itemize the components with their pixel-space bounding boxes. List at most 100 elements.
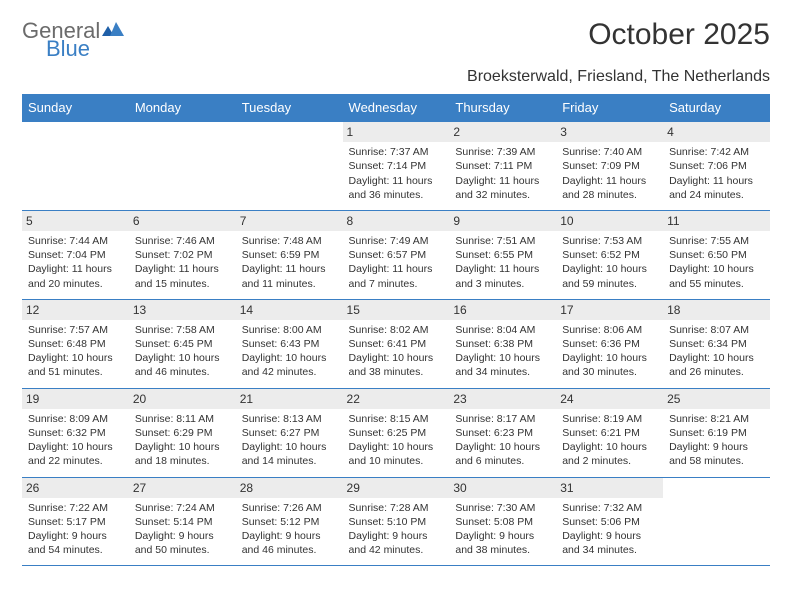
day-cell: 20Sunrise: 8:11 AMSunset: 6:29 PMDayligh… — [129, 388, 236, 477]
sunrise-text: Sunrise: 7:46 AM — [135, 234, 230, 248]
daylight-text: Daylight: 10 hours and 46 minutes. — [135, 351, 230, 379]
day-number: 11 — [663, 211, 770, 231]
sunrise-text: Sunrise: 7:49 AM — [349, 234, 444, 248]
sunset-text: Sunset: 6:19 PM — [669, 426, 764, 440]
sunset-text: Sunset: 6:29 PM — [135, 426, 230, 440]
sunrise-text: Sunrise: 8:17 AM — [455, 412, 550, 426]
weekday-header: Monday — [129, 94, 236, 122]
day-number: 23 — [449, 389, 556, 409]
sunset-text: Sunset: 7:06 PM — [669, 159, 764, 173]
daylight-text: Daylight: 9 hours and 42 minutes. — [349, 529, 444, 557]
sunrise-text: Sunrise: 7:58 AM — [135, 323, 230, 337]
day-cell: 17Sunrise: 8:06 AMSunset: 6:36 PMDayligh… — [556, 299, 663, 388]
sunset-text: Sunset: 5:06 PM — [562, 515, 657, 529]
sunrise-text: Sunrise: 8:11 AM — [135, 412, 230, 426]
sunrise-text: Sunrise: 7:28 AM — [349, 501, 444, 515]
bottom-rule — [22, 565, 770, 566]
sunrise-text: Sunrise: 7:30 AM — [455, 501, 550, 515]
day-cell: 25Sunrise: 8:21 AMSunset: 6:19 PMDayligh… — [663, 388, 770, 477]
day-number: 13 — [129, 300, 236, 320]
day-cell — [236, 122, 343, 211]
sunrise-text: Sunrise: 7:26 AM — [242, 501, 337, 515]
day-cell: 3Sunrise: 7:40 AMSunset: 7:09 PMDaylight… — [556, 122, 663, 211]
sunset-text: Sunset: 6:41 PM — [349, 337, 444, 351]
day-cell: 6Sunrise: 7:46 AMSunset: 7:02 PMDaylight… — [129, 210, 236, 299]
sunset-text: Sunset: 5:14 PM — [135, 515, 230, 529]
weekday-header: Tuesday — [236, 94, 343, 122]
day-number: 25 — [663, 389, 770, 409]
sunset-text: Sunset: 6:25 PM — [349, 426, 444, 440]
daylight-text: Daylight: 10 hours and 26 minutes. — [669, 351, 764, 379]
week-row: 12Sunrise: 7:57 AMSunset: 6:48 PMDayligh… — [22, 299, 770, 388]
sunrise-text: Sunrise: 7:40 AM — [562, 145, 657, 159]
sunset-text: Sunset: 6:55 PM — [455, 248, 550, 262]
sunrise-text: Sunrise: 7:44 AM — [28, 234, 123, 248]
daylight-text: Daylight: 10 hours and 2 minutes. — [562, 440, 657, 468]
daylight-text: Daylight: 11 hours and 32 minutes. — [455, 174, 550, 202]
sunset-text: Sunset: 6:21 PM — [562, 426, 657, 440]
day-cell: 14Sunrise: 8:00 AMSunset: 6:43 PMDayligh… — [236, 299, 343, 388]
sunrise-text: Sunrise: 7:42 AM — [669, 145, 764, 159]
daylight-text: Daylight: 11 hours and 15 minutes. — [135, 262, 230, 290]
day-cell — [129, 122, 236, 211]
logo-text-blue: Blue — [46, 36, 90, 62]
sunset-text: Sunset: 7:11 PM — [455, 159, 550, 173]
week-row: 19Sunrise: 8:09 AMSunset: 6:32 PMDayligh… — [22, 388, 770, 477]
sunset-text: Sunset: 6:45 PM — [135, 337, 230, 351]
day-number: 19 — [22, 389, 129, 409]
day-cell: 31 Sunrise: 7:32 AMSunset: 5:06 PMDayligh… — [556, 477, 663, 565]
sunset-text: Sunset: 6:43 PM — [242, 337, 337, 351]
weekday-header: Thursday — [449, 94, 556, 122]
daylight-text: Daylight: 11 hours and 36 minutes. — [349, 174, 444, 202]
sunrise-text: Sunrise: 7:22 AM — [28, 501, 123, 515]
weekday-header: Sunday — [22, 94, 129, 122]
weekday-header: Friday — [556, 94, 663, 122]
sunset-text: Sunset: 6:48 PM — [28, 337, 123, 351]
daylight-text: Daylight: 11 hours and 7 minutes. — [349, 262, 444, 290]
daylight-text: Daylight: 11 hours and 28 minutes. — [562, 174, 657, 202]
sunrise-text: Sunrise: 7:39 AM — [455, 145, 550, 159]
day-number: 31 — [556, 478, 663, 498]
weekday-header: Wednesday — [343, 94, 450, 122]
sunrise-text: Sunrise: 8:21 AM — [669, 412, 764, 426]
sunset-text: Sunset: 6:27 PM — [242, 426, 337, 440]
day-number: 1 — [343, 122, 450, 142]
daylight-text: Daylight: 9 hours and 54 minutes. — [28, 529, 123, 557]
day-number: 4 — [663, 122, 770, 142]
daylight-text: Daylight: 10 hours and 6 minutes. — [455, 440, 550, 468]
month-title: October 2025 — [588, 18, 770, 52]
daylight-text: Daylight: 10 hours and 51 minutes. — [28, 351, 123, 379]
day-cell: 7Sunrise: 7:48 AMSunset: 6:59 PMDaylight… — [236, 210, 343, 299]
day-cell — [22, 122, 129, 211]
day-number: 15 — [343, 300, 450, 320]
day-cell: 28Sunrise: 7:26 AMSunset: 5:12 PMDayligh… — [236, 477, 343, 565]
day-number: 22 — [343, 389, 450, 409]
sunset-text: Sunset: 5:10 PM — [349, 515, 444, 529]
sunrise-text: Sunrise: 7:51 AM — [455, 234, 550, 248]
day-cell: 30Sunrise: 7:30 AMSunset: 5:08 PMDayligh… — [449, 477, 556, 565]
title-block: October 2025 — [588, 18, 770, 52]
day-number: 27 — [129, 478, 236, 498]
sunrise-text: Sunrise: 8:06 AM — [562, 323, 657, 337]
daylight-text: Daylight: 11 hours and 24 minutes. — [669, 174, 764, 202]
day-cell: 22Sunrise: 8:15 AMSunset: 6:25 PMDayligh… — [343, 388, 450, 477]
sunset-text: Sunset: 5:08 PM — [455, 515, 550, 529]
day-cell: 8Sunrise: 7:49 AMSunset: 6:57 PMDaylight… — [343, 210, 450, 299]
sunrise-text: Sunrise: 7:32 AM — [562, 501, 657, 515]
day-number: 24 — [556, 389, 663, 409]
daylight-text: Daylight: 9 hours and 46 minutes. — [242, 529, 337, 557]
daylight-text: Daylight: 10 hours and 34 minutes. — [455, 351, 550, 379]
sunset-text: Sunset: 6:57 PM — [349, 248, 444, 262]
day-number: 5 — [22, 211, 129, 231]
daylight-text: Daylight: 10 hours and 10 minutes. — [349, 440, 444, 468]
daylight-text: Daylight: 11 hours and 11 minutes. — [242, 262, 337, 290]
daylight-text: Daylight: 9 hours and 34 minutes. — [562, 529, 657, 557]
day-cell: 5Sunrise: 7:44 AMSunset: 7:04 PMDaylight… — [22, 210, 129, 299]
day-number: 17 — [556, 300, 663, 320]
week-row: 5Sunrise: 7:44 AMSunset: 7:04 PMDaylight… — [22, 210, 770, 299]
sunrise-text: Sunrise: 7:57 AM — [28, 323, 123, 337]
sunset-text: Sunset: 6:32 PM — [28, 426, 123, 440]
day-number: 12 — [22, 300, 129, 320]
day-cell: 9Sunrise: 7:51 AMSunset: 6:55 PMDaylight… — [449, 210, 556, 299]
day-cell: 18Sunrise: 8:07 AMSunset: 6:34 PMDayligh… — [663, 299, 770, 388]
